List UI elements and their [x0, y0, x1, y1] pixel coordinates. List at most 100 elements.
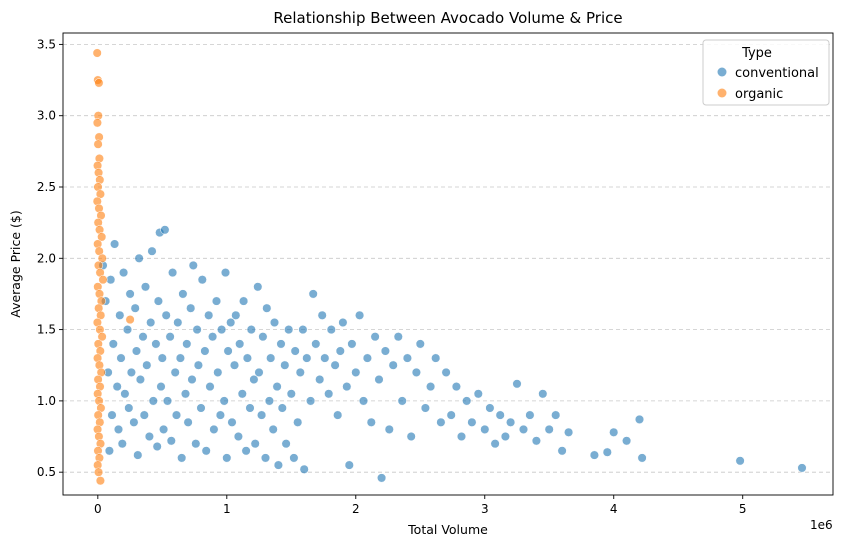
point-conventional: [384, 424, 394, 434]
point-conventional: [351, 367, 361, 377]
point-conventional: [108, 339, 118, 349]
point-conventional: [239, 296, 249, 306]
point-conventional: [180, 389, 191, 399]
point-conventional: [286, 389, 296, 399]
point-conventional: [431, 353, 441, 363]
point-conventional: [124, 403, 134, 413]
point-conventional: [151, 339, 161, 349]
point-conventional: [564, 427, 574, 437]
point-conventional: [113, 424, 124, 434]
point-conventional: [342, 382, 352, 392]
point-conventional: [374, 374, 384, 385]
point-conventional: [246, 325, 256, 335]
point-conventional: [557, 446, 567, 456]
point-conventional: [317, 310, 327, 320]
legend: Type conventional organic: [702, 39, 830, 106]
point-organic: [97, 332, 107, 342]
point-conventional: [320, 353, 330, 363]
point-conventional: [220, 268, 231, 278]
point-conventional: [277, 403, 287, 413]
legend-marker-conventional: [717, 67, 727, 77]
point-conventional: [411, 367, 421, 377]
point-conventional: [213, 367, 223, 377]
point-conventional: [420, 403, 430, 413]
point-conventional: [130, 303, 140, 313]
point-conventional: [171, 410, 182, 420]
point-conventional: [358, 396, 369, 406]
y-axis-label: Average Price ($): [8, 210, 23, 317]
point-conventional: [281, 439, 291, 449]
point-conventional: [531, 436, 541, 446]
point-conventional: [467, 417, 477, 427]
point-conventional: [235, 339, 245, 349]
point-conventional: [436, 417, 446, 427]
point-organic: [93, 139, 103, 149]
point-conventional: [370, 332, 380, 342]
point-conventional: [308, 289, 318, 299]
point-conventional: [227, 417, 237, 427]
point-conventional: [153, 296, 163, 306]
x-tick-label: 5: [739, 502, 747, 516]
point-conventional: [138, 332, 148, 342]
point-conventional: [797, 463, 807, 473]
y-axis-ticks: 0.5 1.0 1.5 2.0 2.5 3.0 3.5: [37, 37, 63, 479]
point-organic: [97, 253, 107, 263]
point-conventional: [525, 410, 535, 420]
point-conventional: [205, 382, 215, 392]
x-axis-label: Total Volume: [407, 522, 488, 537]
y-tick-label: 2.5: [37, 180, 56, 194]
legend-box: [702, 39, 830, 106]
point-conventional: [441, 367, 451, 377]
point-conventional: [315, 374, 325, 385]
point-conventional: [147, 246, 157, 256]
point-conventional: [402, 353, 412, 363]
point-conventional: [473, 389, 483, 399]
chart-title: Relationship Between Avocado Volume & Pr…: [273, 9, 622, 27]
point-conventional: [326, 325, 336, 335]
grid-lines: [63, 44, 833, 473]
point-conventional: [115, 310, 125, 320]
point-conventional: [122, 325, 133, 335]
plot-frame: [62, 32, 834, 496]
point-conventional: [485, 403, 495, 413]
point-conventional: [139, 410, 149, 420]
point-conventional: [330, 360, 340, 370]
x-axis-ticks: 0 1 2 3 4 5: [94, 495, 747, 516]
x-tick-label: 0: [94, 502, 102, 516]
point-conventional: [257, 410, 267, 420]
point-conventional: [451, 382, 461, 392]
point-conventional: [406, 431, 416, 442]
y-tick-label: 1.5: [37, 323, 56, 337]
point-conventional: [126, 367, 136, 377]
point-conventional: [223, 346, 233, 356]
point-conventional: [276, 339, 286, 349]
y-tick-label: 2.0: [37, 251, 56, 265]
point-conventional: [295, 367, 305, 377]
point-conventional: [362, 353, 372, 363]
point-conventional: [159, 424, 169, 434]
point-conventional: [211, 296, 222, 306]
point-conventional: [380, 346, 390, 356]
legend-title: Type: [741, 46, 772, 61]
point-organic: [97, 232, 107, 242]
point-conventional: [480, 424, 490, 434]
point-conventional: [204, 310, 214, 320]
point-conventional: [299, 464, 309, 474]
point-conventional: [142, 360, 152, 370]
point-conventional: [120, 389, 130, 399]
point-conventional: [188, 260, 198, 270]
point-conventional: [104, 446, 114, 456]
point-conventional: [377, 473, 387, 483]
point-conventional: [146, 317, 156, 328]
point-conventional: [197, 275, 207, 285]
point-conventional: [140, 282, 151, 292]
point-conventional: [258, 332, 268, 342]
y-tick-label: 3.5: [37, 37, 56, 51]
point-conventional: [191, 439, 201, 449]
point-conventional: [161, 310, 171, 320]
data-points: [92, 48, 807, 486]
point-conventional: [490, 439, 500, 449]
point-conventional: [116, 353, 126, 363]
point-conventional: [168, 268, 178, 278]
point-conventional: [589, 450, 599, 460]
